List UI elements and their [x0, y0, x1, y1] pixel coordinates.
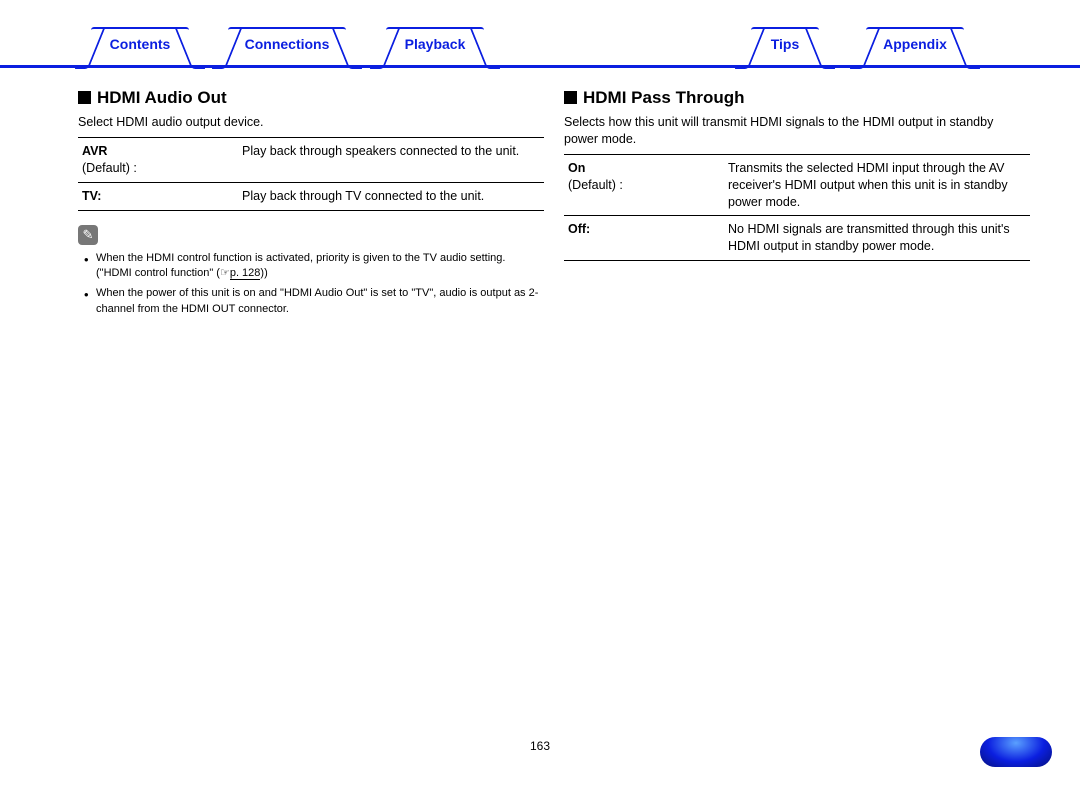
list-item: When the power of this unit is on and "H… — [96, 286, 544, 318]
option-desc: No HDMI signals are transmitted through … — [724, 216, 1030, 261]
right-column: HDMI Pass Through Selects how this unit … — [564, 88, 1030, 322]
wrench-icon: ✎ — [78, 225, 98, 245]
option-label: AVR — [82, 144, 107, 158]
tab-label: Playback — [405, 36, 466, 52]
section-desc: Select HDMI audio output device. — [78, 114, 544, 131]
table-row: Off: No HDMI signals are transmitted thr… — [564, 216, 1030, 261]
tab-label: Contents — [110, 36, 171, 52]
corner-pill-button[interactable] — [980, 737, 1052, 767]
table-row: TV: Play back through TV connected to th… — [78, 182, 544, 210]
nav-bar: Contents Connections Playback Tips Appen… — [0, 28, 1080, 68]
option-default: (Default) : — [568, 178, 623, 192]
option-desc: Play back through TV connected to the un… — [238, 182, 544, 210]
page-number: 163 — [0, 739, 1080, 753]
page-link[interactable]: p. 128 — [230, 267, 261, 280]
tab-label: Connections — [245, 36, 330, 52]
tab-connections[interactable]: Connections — [232, 30, 342, 58]
tab-tips[interactable]: Tips — [755, 30, 815, 58]
bottom-dots — [0, 767, 1080, 771]
option-desc: Play back through speakers connected to … — [238, 137, 544, 182]
tab-label: Tips — [771, 36, 800, 52]
content-area: HDMI Audio Out Select HDMI audio output … — [0, 68, 1080, 322]
tab-label: Appendix — [883, 36, 947, 52]
option-desc: Transmits the selected HDMI input throug… — [724, 154, 1030, 216]
option-default: (Default) : — [82, 161, 137, 175]
section-desc: Selects how this unit will transmit HDMI… — [564, 114, 1030, 148]
left-column: HDMI Audio Out Select HDMI audio output … — [78, 88, 544, 322]
options-table-pass-through: On (Default) : Transmits the selected HDM… — [564, 154, 1030, 261]
tab-contents[interactable]: Contents — [95, 30, 185, 58]
table-row: AVR (Default) : Play back through speaker… — [78, 137, 544, 182]
notes-list: When the HDMI control function is activa… — [78, 251, 544, 319]
option-label: Off: — [568, 222, 590, 236]
list-item: When the HDMI control function is activa… — [96, 251, 544, 283]
section-title-hdmi-audio-out: HDMI Audio Out — [78, 88, 544, 108]
tab-appendix[interactable]: Appendix — [870, 30, 960, 58]
tab-playback[interactable]: Playback — [390, 30, 480, 58]
option-label: TV: — [82, 189, 101, 203]
table-row: On (Default) : Transmits the selected HDM… — [564, 154, 1030, 216]
section-title-hdmi-pass-through: HDMI Pass Through — [564, 88, 1030, 108]
option-label: On — [568, 161, 585, 175]
options-table-audio-out: AVR (Default) : Play back through speaker… — [78, 137, 544, 211]
